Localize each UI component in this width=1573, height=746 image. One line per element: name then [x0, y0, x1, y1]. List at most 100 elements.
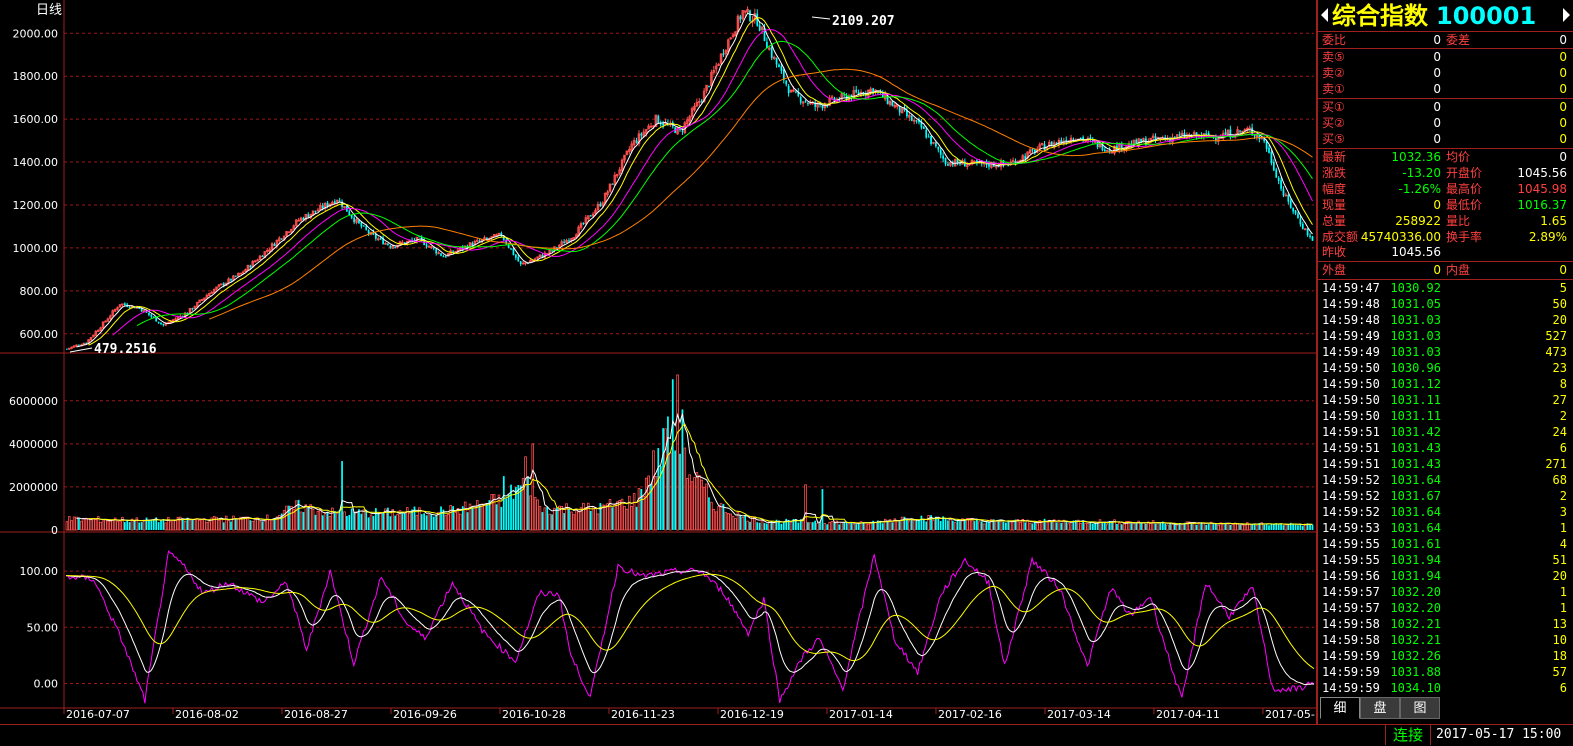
- volume-bar: [1089, 522, 1092, 530]
- volume-bar: [118, 520, 122, 531]
- candle-body: [1229, 129, 1232, 138]
- volume-bar: [749, 521, 751, 530]
- candle-body: [608, 183, 612, 192]
- candle-body: [96, 329, 100, 332]
- tick-row[interactable]: 14:59:59 1031.88 57: [1322, 665, 1567, 679]
- candle-body: [217, 284, 221, 287]
- candle-body: [362, 225, 365, 227]
- tick-row[interactable]: 14:59:51 1031.43 271: [1322, 457, 1567, 471]
- volume-bar: [140, 522, 143, 530]
- candle-body: [1082, 137, 1085, 141]
- panel-title-bar: 综合指数 100001: [1318, 0, 1573, 31]
- tick-row[interactable]: 14:59:53 1031.64 1: [1322, 521, 1567, 535]
- tick-row[interactable]: 14:59:50 1031.11 2: [1322, 409, 1567, 423]
- tick-row[interactable]: 14:59:48 1031.03 20: [1322, 313, 1567, 327]
- volume-bar: [722, 504, 725, 530]
- volume-bar: [760, 520, 764, 531]
- volume-bar: [756, 522, 759, 530]
- tick-row[interactable]: 14:59:55 1031.94 51: [1322, 553, 1567, 567]
- tab-chart[interactable]: 图: [1400, 697, 1440, 719]
- tick-row[interactable]: 14:59:52 1031.64 3: [1322, 505, 1567, 519]
- volume-bar: [350, 508, 353, 530]
- volume-bar: [690, 481, 694, 531]
- volume-bar: [338, 509, 341, 530]
- candle-body: [662, 123, 664, 126]
- candle-body: [1048, 141, 1051, 147]
- candle-body: [195, 301, 199, 308]
- tab-detail[interactable]: 细: [1320, 697, 1360, 719]
- volume-bar: [1287, 524, 1290, 530]
- volume-bar: [387, 507, 389, 530]
- connection-status[interactable]: 连接: [1385, 725, 1431, 745]
- candle-body: [1192, 132, 1196, 137]
- tab-depth[interactable]: 盘: [1360, 697, 1400, 719]
- tick-list[interactable]: 14:59:47 1030.92 5 14:59:48 1031.05 50 14:59:4…: [1318, 280, 1573, 695]
- candle-body: [538, 254, 542, 258]
- volume-bar: [236, 518, 240, 531]
- volume-bar: [353, 511, 355, 530]
- candle-body: [278, 237, 281, 242]
- volume-bar: [1130, 523, 1133, 530]
- tick-row[interactable]: 14:59:50 1031.11 27: [1322, 393, 1567, 407]
- kline-chart[interactable]: 2000.00 1800.00 1600.00 1400.00 1200.00 1000.…: [0, 0, 1316, 724]
- bid-row[interactable]: 买① 0 0: [1322, 100, 1567, 114]
- candle-body: [1072, 139, 1075, 141]
- volume-tick-label: 4000000: [9, 438, 58, 451]
- candle-body: [760, 26, 764, 30]
- volume-bars: [65, 374, 1314, 531]
- volume-bar: [343, 511, 346, 531]
- volume-bar: [365, 509, 368, 530]
- volume-bar: [1166, 524, 1169, 531]
- tick-row[interactable]: 14:59:48 1031.05 50: [1322, 297, 1567, 311]
- volume-bar: [302, 512, 305, 530]
- candle-body: [333, 201, 336, 204]
- volume-bar: [1151, 520, 1155, 531]
- bid-row[interactable]: 买② 0 0: [1322, 116, 1567, 130]
- tick-row[interactable]: 14:59:57 1032.20 1: [1322, 585, 1567, 599]
- tick-row[interactable]: 14:59:58 1032.21 10: [1322, 633, 1567, 647]
- candle-body: [563, 241, 566, 244]
- tick-row[interactable]: 14:59:52 1031.64 68: [1322, 473, 1567, 487]
- tick-row[interactable]: 14:59:59 1032.26 18: [1322, 649, 1567, 663]
- volume-bar: [1241, 524, 1244, 531]
- ask-row[interactable]: 卖① 0 0: [1322, 82, 1567, 96]
- tick-row[interactable]: 14:59:47 1030.92 5: [1322, 281, 1567, 295]
- tick-row[interactable]: 14:59:50 1031.12 8: [1322, 377, 1567, 391]
- volume-bar: [1309, 524, 1311, 530]
- candle-body: [292, 225, 296, 230]
- volume-bar: [502, 476, 505, 530]
- tick-row[interactable]: 14:59:57 1032.20 1: [1322, 601, 1567, 615]
- tick-row[interactable]: 14:59:49 1031.03 473: [1322, 345, 1567, 359]
- candle-body: [560, 241, 563, 246]
- volume-bar: [133, 521, 136, 530]
- tick-row[interactable]: 14:59:55 1031.61 4: [1322, 537, 1567, 551]
- tick-row[interactable]: 14:59:49 1031.03 527: [1322, 329, 1567, 343]
- tick-row[interactable]: 14:59:58 1032.21 13: [1322, 617, 1567, 631]
- volume-bar: [982, 523, 986, 531]
- prev-stock-arrow-icon[interactable]: [1321, 8, 1328, 22]
- candle-body: [942, 155, 944, 159]
- volume-bar: [415, 514, 419, 531]
- candle-body: [270, 243, 274, 250]
- tick-row[interactable]: 14:59:59 1034.10 6: [1322, 681, 1567, 695]
- candle-body: [640, 133, 643, 136]
- tick-row[interactable]: 14:59:51 1031.42 24: [1322, 425, 1567, 439]
- tick-row[interactable]: 14:59:51 1031.43 6: [1322, 441, 1567, 455]
- candle-body: [203, 297, 206, 301]
- volume-bar: [398, 510, 402, 531]
- candle-body: [150, 314, 153, 317]
- volume-bar: [471, 507, 474, 530]
- tick-row[interactable]: 14:59:50 1030.96 23: [1322, 361, 1567, 375]
- candle-body: [440, 253, 442, 256]
- next-stock-arrow-icon[interactable]: [1563, 8, 1570, 22]
- volume-bar: [444, 514, 448, 531]
- volume-bar: [323, 513, 327, 531]
- candle-body: [1280, 180, 1282, 189]
- tick-row[interactable]: 14:59:52 1031.67 2: [1322, 489, 1567, 503]
- ask-row[interactable]: 卖⑤ 0 0: [1322, 50, 1567, 64]
- bid-row[interactable]: 买⑤ 0 0: [1322, 132, 1567, 146]
- volume-bar: [695, 472, 699, 531]
- volume-bar: [145, 517, 148, 530]
- ask-row[interactable]: 卖② 0 0: [1322, 66, 1567, 80]
- tick-row[interactable]: 14:59:56 1031.94 20: [1322, 569, 1567, 583]
